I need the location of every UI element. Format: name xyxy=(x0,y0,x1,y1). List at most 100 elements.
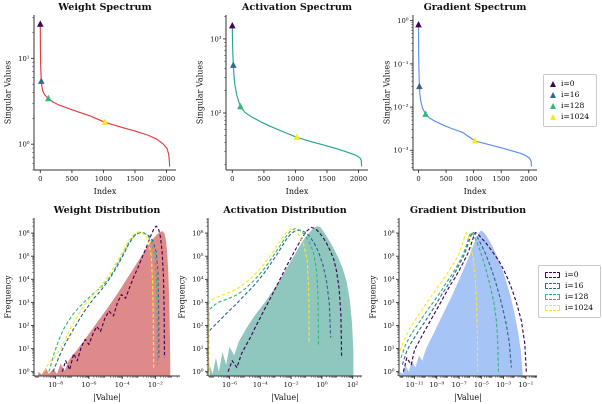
svg-text:500: 500 xyxy=(257,175,270,183)
svg-text:10⁶: 10⁶ xyxy=(192,230,204,238)
svg-text:10⁻³: 10⁻³ xyxy=(496,381,511,389)
dashed-box-icon xyxy=(545,282,560,289)
svg-text:1000: 1000 xyxy=(287,175,304,183)
svg-text:10²: 10² xyxy=(210,109,222,117)
svg-text:10⁵: 10⁵ xyxy=(18,253,30,261)
svg-text:10³: 10³ xyxy=(18,299,30,307)
svg-text:10⁻¹: 10⁻¹ xyxy=(518,381,533,389)
svg-text:10⁻⁸: 10⁻⁸ xyxy=(48,381,63,389)
legend-label: i=1024 xyxy=(561,112,590,122)
legend-label: i=16 xyxy=(565,281,584,291)
svg-text:10⁻²: 10⁻² xyxy=(148,381,163,389)
svg-text:Activation Distribution: Activation Distribution xyxy=(222,205,347,216)
triangle-marker-icon xyxy=(550,114,556,121)
svg-text:Singular Values: Singular Values xyxy=(196,61,205,125)
svg-text:10³: 10³ xyxy=(192,299,204,307)
legend-label: i=16 xyxy=(561,90,580,100)
legend-item: i=16 xyxy=(545,282,593,290)
weight_distribution-svg: 10⁻⁸ 10⁻⁶ 10⁻⁴ 10⁻² 10⁰ 10¹ 10² 10³ 10⁴ 10⁵ 10⁶ |Va… xyxy=(4,205,180,402)
svg-text:Singular Values: Singular Values xyxy=(4,61,13,125)
triangle-marker-icon xyxy=(550,102,556,109)
svg-text:500: 500 xyxy=(440,175,453,183)
legend-item: i=128 xyxy=(550,102,589,110)
svg-text:1500: 1500 xyxy=(318,175,335,183)
legend-item: i=0 xyxy=(550,80,589,88)
svg-text:2000: 2000 xyxy=(520,175,537,183)
svg-text:Weight Distribution: Weight Distribution xyxy=(53,205,161,216)
svg-text:10⁶: 10⁶ xyxy=(18,230,30,238)
svg-text:Gradient Distribution: Gradient Distribution xyxy=(410,205,526,216)
legend-item: i=1024 xyxy=(545,304,593,312)
svg-text:10³: 10³ xyxy=(210,35,222,43)
svg-text:10²: 10² xyxy=(383,322,395,330)
svg-text:10⁻⁴: 10⁻⁴ xyxy=(115,381,130,389)
svg-text:2000: 2000 xyxy=(158,175,175,183)
svg-text:10⁴: 10⁴ xyxy=(192,276,204,284)
gradient_distribution-svg: 10⁻¹¹ 10⁻⁹ 10⁻⁷ 10⁻⁵ 10⁻³ 10⁻¹ 10⁰ 10¹ 10² 10³ 10⁴… xyxy=(369,205,537,402)
svg-text:10⁴: 10⁴ xyxy=(18,276,30,284)
svg-text:10¹: 10¹ xyxy=(383,345,395,353)
legend-label: i=0 xyxy=(561,79,575,88)
svg-text:10²: 10² xyxy=(347,381,359,389)
svg-text:2000: 2000 xyxy=(350,175,367,183)
svg-text:10⁰: 10⁰ xyxy=(397,17,409,25)
legend-item: i=0 xyxy=(545,271,593,279)
svg-text:|Value|: |Value| xyxy=(93,393,121,402)
spectrum-legend: i=0 i=16 i=128 i=1024 xyxy=(543,74,598,127)
legend-label: i=1024 xyxy=(565,303,594,313)
dashed-box-icon xyxy=(545,271,560,278)
dashed-box-icon xyxy=(545,293,560,300)
svg-text:Frequency: Frequency xyxy=(4,275,13,319)
svg-text:10⁻¹¹: 10⁻¹¹ xyxy=(406,381,424,389)
svg-text:10¹: 10¹ xyxy=(18,345,30,353)
svg-text:Gradient Spectrum: Gradient Spectrum xyxy=(424,2,527,13)
legend-item: i=128 xyxy=(545,293,593,301)
svg-text:10⁻⁹: 10⁻⁹ xyxy=(429,381,444,389)
svg-text:Index: Index xyxy=(94,187,117,196)
svg-text:10¹: 10¹ xyxy=(192,345,204,353)
activation-distribution-chart: 10⁻⁶ 10⁻⁴ 10⁻² 10⁰ 10² 10⁰ 10¹ 10² 10³ 10⁴ 10⁵ 10⁶ |… xyxy=(178,205,366,404)
svg-text:10³: 10³ xyxy=(383,299,395,307)
activation-spectrum-chart: 0 500 1000 1500 2000 10² 10³ Index Singular Valu… xyxy=(196,2,372,198)
svg-text:Frequency: Frequency xyxy=(369,275,378,319)
svg-text:10⁰: 10⁰ xyxy=(383,368,395,376)
svg-text:10⁰: 10⁰ xyxy=(18,368,30,376)
svg-text:10⁻⁴: 10⁻⁴ xyxy=(253,381,268,389)
svg-text:Frequency: Frequency xyxy=(178,275,187,319)
legend-item: i=1024 xyxy=(550,113,589,121)
gradient-distribution-chart: 10⁻¹¹ 10⁻⁹ 10⁻⁷ 10⁻⁵ 10⁻³ 10⁻¹ 10⁰ 10¹ 10² 10³ 10⁴… xyxy=(369,205,541,404)
svg-text:10⁰: 10⁰ xyxy=(192,368,204,376)
svg-text:10¹: 10¹ xyxy=(18,55,30,63)
legend-label: i=128 xyxy=(565,292,589,302)
svg-text:1500: 1500 xyxy=(126,175,143,183)
svg-text:Singular Values: Singular Values xyxy=(383,61,392,125)
triangle-marker-icon xyxy=(550,91,556,98)
svg-text:Weight Spectrum: Weight Spectrum xyxy=(57,2,151,13)
svg-text:10²: 10² xyxy=(192,322,204,330)
dashed-box-icon xyxy=(545,305,560,312)
svg-text:Index: Index xyxy=(464,187,487,196)
svg-text:|Value|: |Value| xyxy=(454,393,482,402)
legend-label: i=0 xyxy=(565,270,579,279)
legend-label: i=128 xyxy=(561,101,585,111)
svg-text:Activation Spectrum: Activation Spectrum xyxy=(241,2,352,13)
svg-text:|Value|: |Value| xyxy=(271,393,299,402)
svg-text:10⁻⁶: 10⁻⁶ xyxy=(81,381,96,389)
svg-text:0: 0 xyxy=(230,175,234,183)
activation_distribution-svg: 10⁻⁶ 10⁻⁴ 10⁻² 10⁰ 10² 10⁰ 10¹ 10² 10³ 10⁴ 10⁵ 10⁶ |… xyxy=(178,205,362,402)
svg-text:10⁻⁶: 10⁻⁶ xyxy=(222,381,237,389)
legend-item: i=16 xyxy=(550,91,589,99)
svg-text:10⁻²: 10⁻² xyxy=(394,104,409,112)
svg-text:Index: Index xyxy=(286,187,309,196)
svg-text:1000: 1000 xyxy=(95,175,112,183)
weight_spectrum-svg: 0 500 1000 1500 2000 10⁰ 10¹ Index Singular Valu… xyxy=(4,2,176,196)
svg-text:0: 0 xyxy=(416,175,420,183)
gradient-spectrum-chart: 0 500 1000 1500 2000 10⁰ 10⁻¹ 10⁻² 10⁻³ Index Sing… xyxy=(383,2,541,198)
triangle-marker-icon xyxy=(550,80,556,87)
svg-text:500: 500 xyxy=(65,175,78,183)
svg-text:10⁵: 10⁵ xyxy=(383,253,395,261)
svg-text:1000: 1000 xyxy=(465,175,482,183)
svg-text:10⁻¹: 10⁻¹ xyxy=(394,60,409,68)
distribution-legend: i=0 i=16 i=128 i=1024 xyxy=(538,265,602,318)
